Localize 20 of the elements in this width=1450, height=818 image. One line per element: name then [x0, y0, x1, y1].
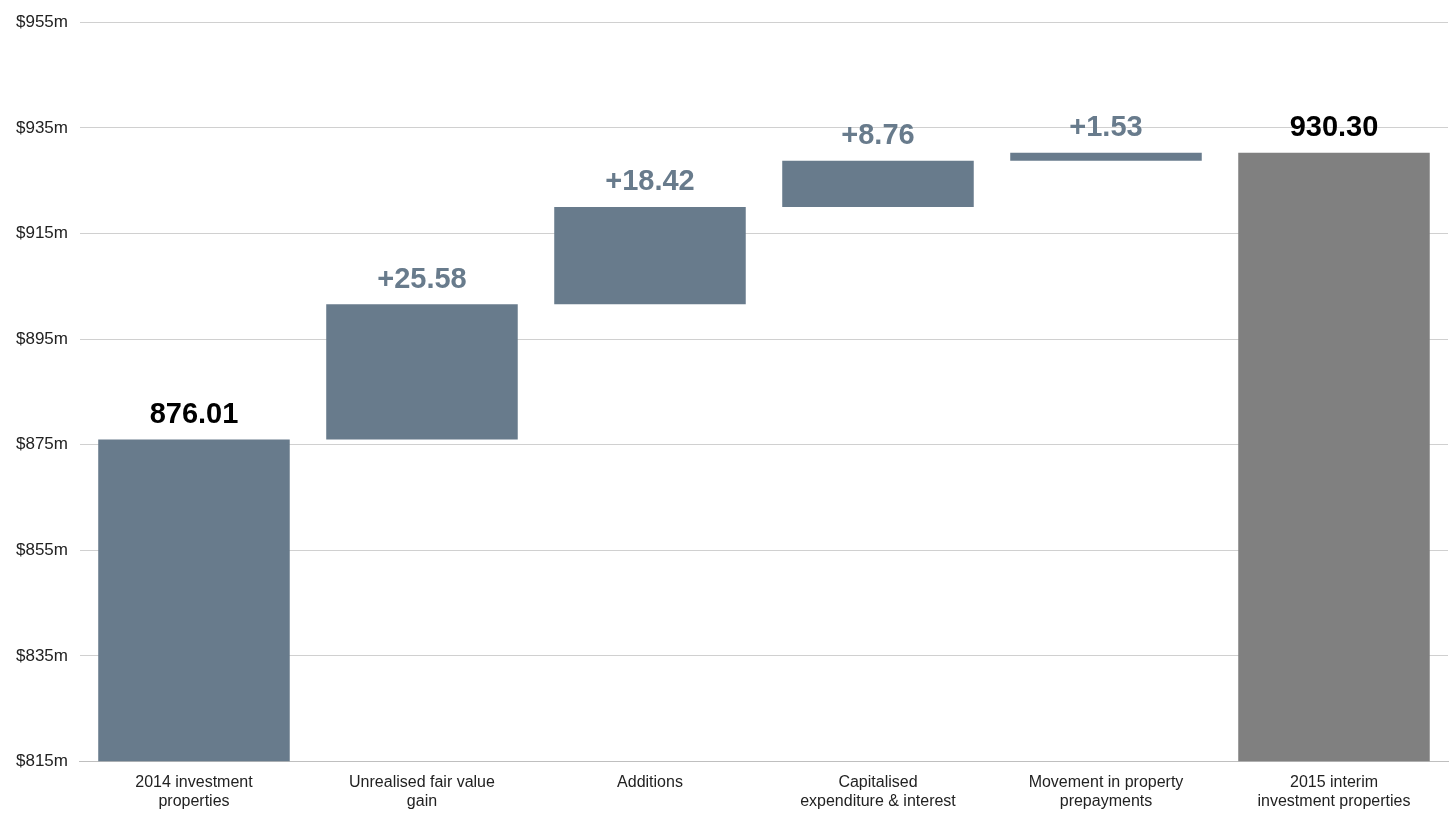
data-label: 876.01: [149, 396, 239, 429]
y-tick-label: $955m: [16, 11, 68, 31]
data-label: +1.53: [1069, 110, 1143, 143]
data-label: 930.30: [1289, 110, 1379, 143]
y-tick-label: $855m: [16, 540, 68, 560]
y-tick-label: $915m: [16, 223, 68, 243]
x-tick-label: 2015 interim investment properties: [1257, 772, 1411, 809]
x-tick-label: Movement in property prepayments: [1028, 772, 1184, 809]
y-tick-label: $835m: [16, 645, 68, 665]
y-tick-label: $935m: [16, 117, 68, 137]
y-tick-label: $895m: [16, 328, 68, 348]
x-tick-label: Capitalised expenditure & interest: [800, 772, 957, 809]
data-label: +18.42: [605, 164, 695, 197]
x-tick-label: Additions: [617, 772, 683, 790]
x-tick-label: Unrealised fair value gain: [349, 772, 496, 809]
data-label: +25.58: [377, 261, 467, 294]
y-tick-label: $875m: [16, 434, 68, 454]
y-tick-label: $815m: [16, 751, 68, 771]
data-label: +8.76: [841, 118, 915, 151]
x-tick-label: 2014 investment properties: [135, 772, 254, 809]
